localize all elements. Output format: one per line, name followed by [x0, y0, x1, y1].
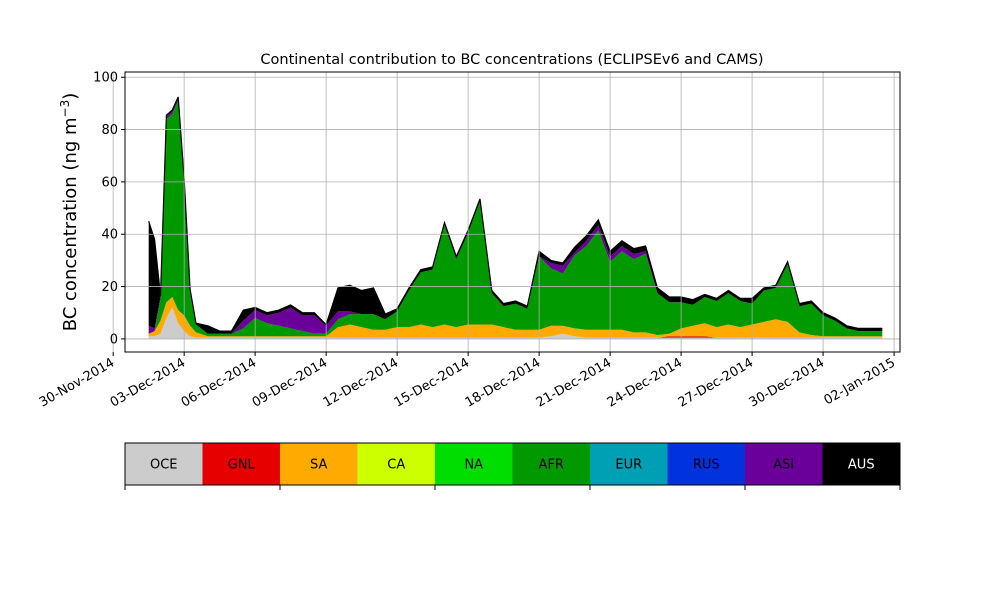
- chart-title: Continental contribution to BC concentra…: [260, 52, 763, 68]
- grid-lines: [112, 72, 900, 352]
- x-tick-label: 03-Dec-2014: [108, 355, 188, 410]
- y-tick-label: 60: [101, 175, 118, 190]
- x-axis: 30-Nov-201403-Dec-201406-Dec-201409-Dec-…: [37, 352, 898, 411]
- y-axis-label-exponent: −3: [58, 100, 72, 118]
- legend-label-gnl: GNL: [228, 458, 256, 473]
- x-tick-label: 30-Dec-2014: [747, 355, 827, 410]
- y-axis-label-text: BC concentration (ng m: [60, 117, 81, 331]
- legend-label-eur: EUR: [615, 458, 642, 473]
- legend-swatch-gnl: [202, 443, 280, 485]
- legend-swatch-eur: [590, 443, 668, 485]
- x-tick-label: 15-Dec-2014: [392, 355, 472, 410]
- legend-label-asi: ASI: [773, 458, 794, 473]
- legend-label-afr: AFR: [539, 458, 564, 473]
- y-tick-label: 100: [93, 71, 118, 86]
- legend-frame: [124, 442, 901, 486]
- y-axis: 0 20 40 60 80 100: [93, 71, 125, 347]
- legend-swatch-sa: [280, 443, 358, 485]
- legend-label-rus: RUS: [693, 458, 720, 473]
- x-tick-label: 02-Jan-2015: [821, 355, 898, 408]
- legend-swatch-ca: [357, 443, 435, 485]
- x-tick-label: 18-Dec-2014: [463, 355, 543, 410]
- legend-swatch-rus: [667, 443, 745, 485]
- y-tick-label: 80: [101, 123, 118, 138]
- x-tick-label: 21-Dec-2014: [534, 355, 614, 410]
- legend-label-oce: OCE: [150, 458, 178, 473]
- plot-frame: [124, 71, 901, 353]
- x-tick-label: 12-Dec-2014: [321, 355, 401, 410]
- plot-area: 0 20 40 60 80 100 30-Nov-201403-Dec-201406-De…: [37, 71, 901, 411]
- y-tick-label: 40: [101, 228, 118, 243]
- y-axis-label: BC concentration (ng m−3): [58, 93, 81, 332]
- y-tick-label: 0: [110, 332, 118, 347]
- legend-colorbar: OCE GNL SA CA NA AFR EUR RUS ASI AUS: [124, 442, 901, 490]
- legend-label-aus: AUS: [848, 458, 875, 473]
- legend-swatch-afr: [512, 443, 590, 485]
- legend-swatch-oce: [125, 443, 203, 485]
- x-tick-label: 09-Dec-2014: [250, 355, 330, 410]
- y-tick-label: 20: [101, 280, 118, 295]
- x-tick-label: 24-Dec-2014: [605, 355, 685, 410]
- legend-swatch-aus: [822, 443, 900, 485]
- area-afr: [148, 100, 883, 337]
- stacked-areas: [148, 96, 883, 339]
- x-tick-label: 27-Dec-2014: [676, 355, 756, 410]
- legend-swatch-asi: [745, 443, 823, 485]
- legend-label-na: NA: [464, 458, 483, 473]
- x-tick-label: 06-Dec-2014: [179, 355, 259, 410]
- legend-swatch-na: [435, 443, 513, 485]
- y-axis-label-close: ): [60, 93, 81, 100]
- legend-label-sa: SA: [310, 458, 327, 473]
- legend-label-ca: CA: [387, 458, 405, 473]
- area-sa: [148, 297, 883, 338]
- x-tick-label: 30-Nov-2014: [37, 355, 117, 410]
